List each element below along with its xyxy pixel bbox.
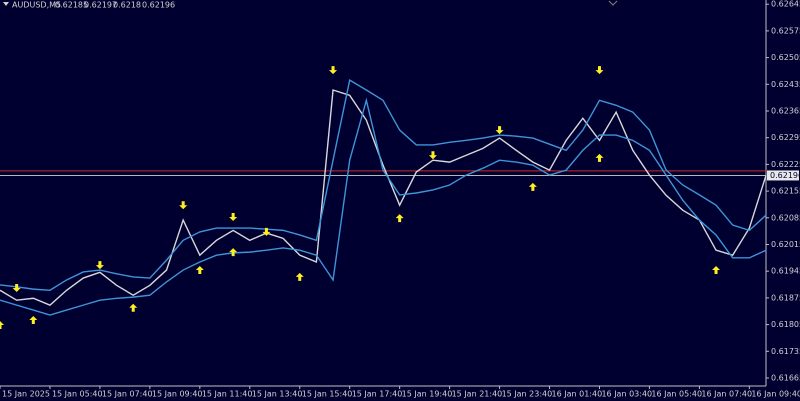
y-tick-label: 0.61665 — [771, 373, 800, 382]
y-tick-label: 0.61875 — [771, 293, 800, 302]
y-tick-label: 0.62645 — [771, 0, 800, 9]
close-price: 0.62196 — [142, 1, 175, 10]
buy-arrow — [129, 303, 138, 312]
series-line — [0, 78, 767, 291]
y-tick-label: 0.62295 — [771, 133, 800, 142]
sell-arrow — [229, 213, 238, 222]
x-tick-label: 15 Jan 19:40 — [402, 390, 453, 399]
y-tick-label: 0.62505 — [771, 53, 800, 62]
x-tick-label: 15 Jan 09:40 — [152, 390, 203, 399]
buy-arrow — [712, 266, 721, 275]
x-tick-label: 15 Jan 07:40 — [102, 390, 153, 399]
sell-arrow — [329, 66, 338, 75]
x-tick-label: 16 Jan 07:40 — [701, 390, 752, 399]
x-tick-label: 15 Jan 13:40 — [252, 390, 303, 399]
x-tick-label: 15 Jan 21:40 — [452, 390, 503, 399]
series-line — [0, 89, 767, 306]
sell-arrow — [12, 283, 21, 292]
high-price: 0.62197 — [84, 1, 117, 10]
buy-arrow — [595, 153, 604, 162]
y-tick-label: 0.61805 — [771, 320, 800, 329]
buy-arrow — [395, 214, 404, 223]
y-tick-label: 0.62575 — [771, 26, 800, 35]
y-tick-label: 0.62435 — [771, 80, 800, 89]
sell-arrow — [495, 126, 504, 135]
y-tick-label: 0.62365 — [771, 106, 800, 115]
x-tick-label: 15 Jan 15:40 — [302, 390, 353, 399]
y-tick-label: 0.61945 — [771, 267, 800, 276]
sell-arrow — [595, 66, 604, 75]
y-tick-label: 0.62015 — [771, 240, 800, 249]
y-tick-label: 0.62225 — [771, 160, 800, 169]
y-tick-label: 0.62155 — [771, 187, 800, 196]
x-tick-label: 16 Jan 05:40 — [651, 390, 702, 399]
buy-arrow — [229, 248, 238, 257]
buy-arrow — [195, 266, 204, 275]
x-tick-label: 16 Jan 03:40 — [601, 390, 652, 399]
x-tick-label: 15 Jan 23:40 — [502, 390, 553, 399]
buy-arrow — [528, 182, 537, 191]
sell-arrow — [179, 201, 188, 210]
price-label-box — [767, 170, 799, 181]
scroll-marker — [608, 0, 618, 6]
x-tick-label: 16 Jan 09:40 — [751, 390, 800, 399]
sell-arrow — [428, 151, 437, 160]
series-line — [0, 97, 767, 316]
x-tick-label: 15 Jan 05:40 — [52, 390, 103, 399]
x-tick-label: 16 Jan 01:40 — [552, 390, 603, 399]
y-tick-label: 0.62085 — [771, 213, 800, 222]
buy-arrow — [29, 316, 38, 325]
menu-triangle[interactable] — [3, 2, 9, 6]
x-tick-label: 15 Jan 11:40 — [202, 390, 253, 399]
x-tick-label: 15 Jan 2025 — [2, 390, 50, 399]
x-tick-label: 15 Jan 17:40 — [352, 390, 403, 399]
price-label: 0.62196 — [770, 171, 800, 180]
buy-arrow — [295, 272, 304, 281]
symbol: AUDUSD,M5 — [12, 1, 61, 10]
y-tick-label: 0.61735 — [771, 347, 800, 356]
low-price: 0.6218 — [113, 1, 141, 10]
buy-arrow — [0, 320, 4, 329]
open-price: 0.62185 — [55, 1, 88, 10]
sell-arrow — [262, 227, 271, 236]
sell-arrow — [95, 261, 104, 270]
